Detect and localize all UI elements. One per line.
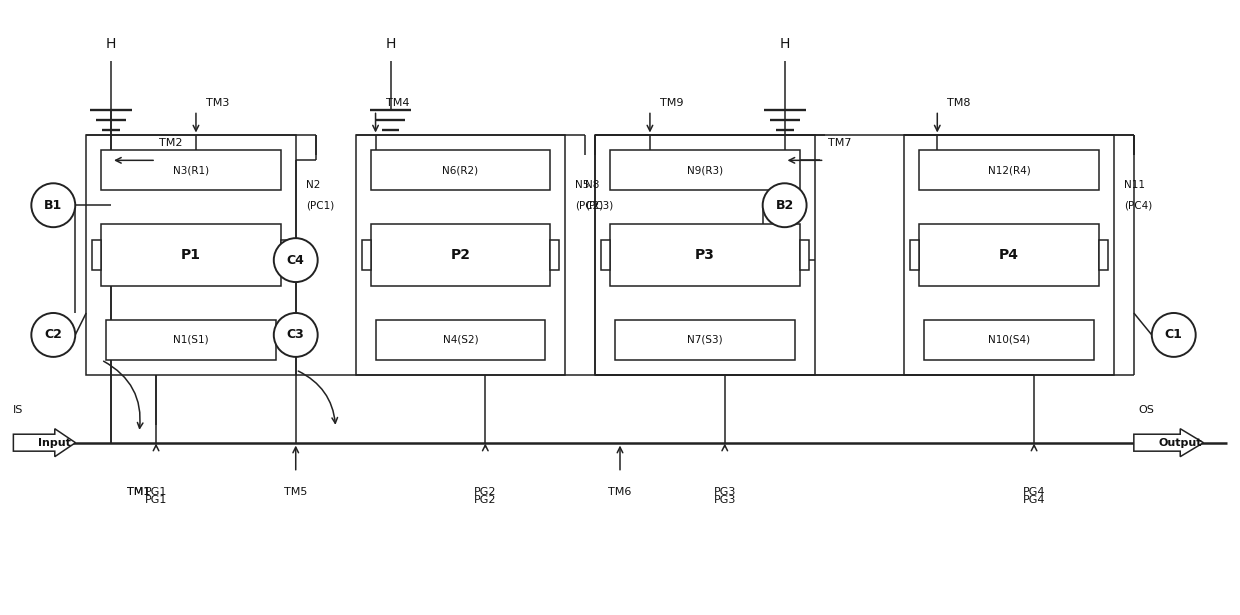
Text: TM3: TM3: [206, 98, 229, 108]
Text: TM7: TM7: [827, 138, 851, 148]
Bar: [615, 320, 795, 360]
Text: N7(S3): N7(S3): [687, 335, 723, 345]
Bar: [605, 145, 805, 365]
Bar: [914, 145, 1104, 365]
Bar: [1099, 240, 1107, 270]
Text: TM5: TM5: [284, 486, 308, 496]
Text: C1: C1: [1164, 328, 1183, 341]
Text: (PC3): (PC3): [585, 200, 614, 210]
Text: N12(R4): N12(R4): [988, 165, 1030, 175]
Text: PG3: PG3: [713, 494, 737, 504]
Bar: [371, 150, 551, 190]
Circle shape: [274, 238, 317, 282]
Text: H: H: [780, 36, 790, 50]
Text: IS: IS: [14, 405, 24, 415]
Text: (PC1): (PC1): [306, 200, 334, 210]
Bar: [910, 240, 919, 270]
Bar: [102, 150, 280, 190]
Text: N3(R1): N3(R1): [172, 165, 210, 175]
Bar: [107, 320, 275, 360]
Text: H: H: [105, 36, 117, 50]
Text: N1(S1): N1(S1): [174, 335, 208, 345]
Text: N5: N5: [575, 180, 589, 190]
Text: N10(S4): N10(S4): [988, 335, 1030, 345]
Text: TM6: TM6: [609, 486, 631, 496]
Bar: [362, 240, 371, 270]
Bar: [904, 135, 1114, 375]
Text: P2: P2: [450, 248, 470, 262]
Text: N9(R3): N9(R3): [687, 165, 723, 175]
Text: PG1: PG1: [145, 494, 167, 504]
Text: N6(R2): N6(R2): [443, 165, 479, 175]
Bar: [92, 240, 102, 270]
Text: P1: P1: [181, 248, 201, 262]
Text: PG4: PG4: [1023, 494, 1045, 504]
Text: (PC4): (PC4): [1123, 200, 1152, 210]
Text: B2: B2: [775, 199, 794, 212]
Circle shape: [31, 313, 76, 357]
Bar: [366, 145, 556, 365]
Bar: [610, 224, 800, 286]
Circle shape: [274, 313, 317, 357]
Text: Output: Output: [1159, 438, 1203, 448]
FancyArrow shape: [1133, 429, 1204, 457]
Text: PG3: PG3: [713, 486, 737, 496]
Text: N4(S2): N4(S2): [443, 335, 479, 345]
Bar: [102, 224, 280, 286]
Text: C2: C2: [45, 328, 62, 341]
Bar: [97, 145, 285, 365]
Bar: [924, 320, 1094, 360]
Bar: [376, 320, 546, 360]
Text: TM2: TM2: [159, 138, 182, 148]
Text: PG2: PG2: [474, 494, 496, 504]
Bar: [87, 135, 295, 375]
Bar: [800, 240, 808, 270]
Text: TM4: TM4: [386, 98, 409, 108]
Text: N8: N8: [585, 180, 599, 190]
Text: Input: Input: [38, 438, 71, 448]
Bar: [919, 224, 1099, 286]
Bar: [595, 135, 815, 375]
Text: TM1: TM1: [128, 486, 151, 496]
Text: H: H: [386, 36, 396, 50]
Text: TM8: TM8: [947, 98, 971, 108]
Text: PG4: PG4: [1023, 486, 1045, 496]
Text: B1: B1: [45, 199, 62, 212]
Text: TM9: TM9: [660, 98, 683, 108]
Text: N11: N11: [1123, 180, 1145, 190]
Bar: [919, 150, 1099, 190]
Text: C4: C4: [286, 253, 305, 267]
Text: PG1: PG1: [145, 486, 167, 496]
Bar: [610, 150, 800, 190]
Text: N2: N2: [306, 180, 320, 190]
Bar: [371, 224, 551, 286]
Text: P3: P3: [694, 248, 714, 262]
Text: TM1: TM1: [128, 486, 151, 496]
Text: C3: C3: [286, 328, 305, 341]
Bar: [601, 240, 610, 270]
Circle shape: [1152, 313, 1195, 357]
Bar: [356, 135, 565, 375]
Circle shape: [31, 183, 76, 227]
Bar: [551, 240, 559, 270]
Circle shape: [763, 183, 806, 227]
Text: OS: OS: [1138, 405, 1154, 415]
FancyArrow shape: [14, 429, 76, 457]
Text: PG2: PG2: [474, 486, 496, 496]
Text: (PC2): (PC2): [575, 200, 604, 210]
Text: P4: P4: [999, 248, 1019, 262]
Bar: [280, 240, 290, 270]
